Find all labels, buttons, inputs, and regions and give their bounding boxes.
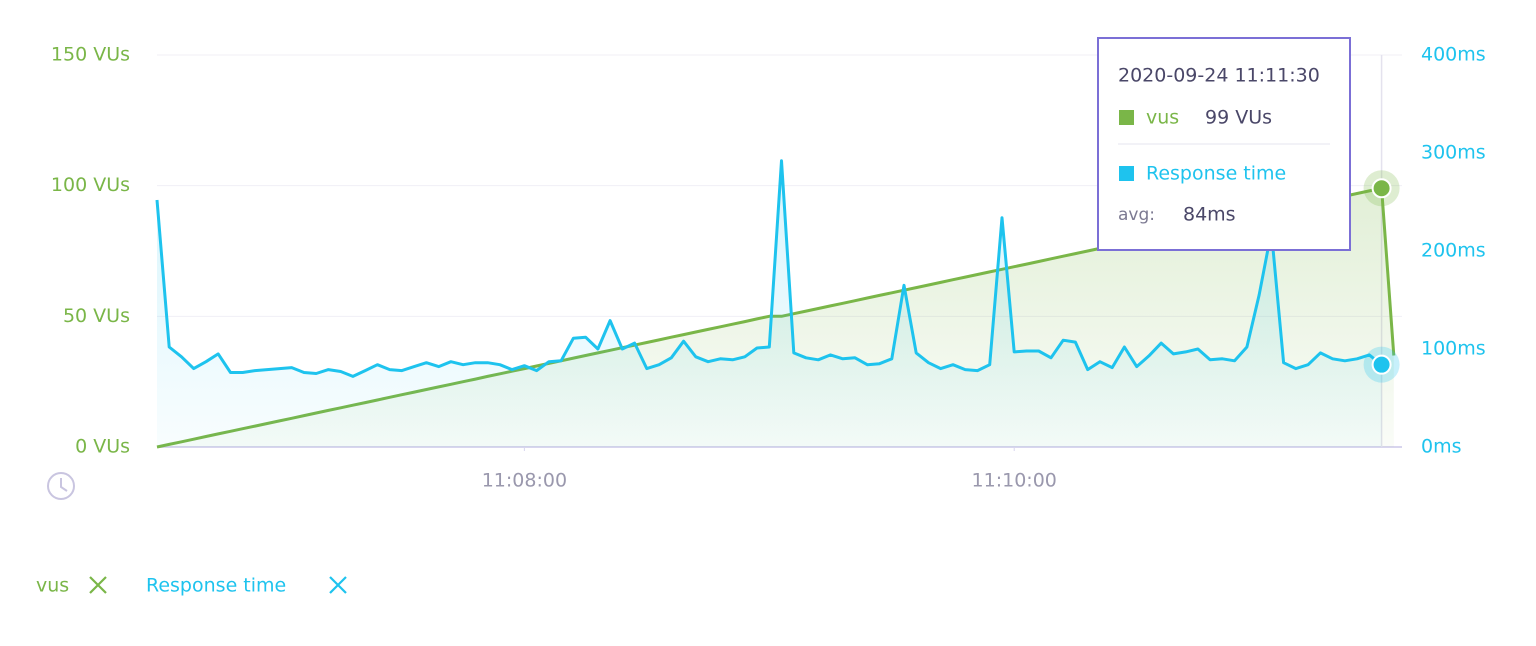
tooltip-stat: avg:	[1118, 205, 1155, 225]
legend-remove[interactable]	[329, 576, 347, 594]
legend-remove[interactable]	[89, 576, 107, 594]
tooltip: 2020-09-24 11:11:30 vus 99 VUs Response …	[1097, 37, 1351, 251]
hover-point	[1371, 178, 1392, 199]
y2-tick-label: 400ms	[1421, 44, 1486, 66]
y2-tick-label: 300ms	[1421, 142, 1486, 164]
y-tick-label: 150 VUs	[51, 44, 130, 66]
y-tick-label: 0 VUs	[75, 436, 130, 458]
series-area	[157, 160, 1382, 448]
y2-tick-label: 0ms	[1421, 436, 1462, 458]
legend: vus Response time	[36, 575, 347, 597]
tooltip-title: 2020-09-24 11:11:30	[1118, 65, 1320, 87]
hover-point	[1371, 354, 1392, 375]
tooltip-swatch	[1119, 166, 1134, 181]
tooltip-value: 99 VUs	[1205, 107, 1272, 129]
tooltip-value: 84ms	[1183, 204, 1236, 226]
clock-icon	[47, 472, 75, 500]
y2-tick-label: 100ms	[1421, 338, 1486, 360]
y2-tick-label: 200ms	[1421, 240, 1486, 262]
y-tick-label: 100 VUs	[51, 174, 130, 196]
tooltip-series: vus	[1146, 107, 1179, 129]
x-tick-label: 11:08:00	[482, 470, 567, 492]
axis-labels: 0 VUs 50 VUs 100 VUs 150 VUs 0ms 100ms 200ms 30…	[51, 44, 1486, 492]
x-tick-label: 11:10:00	[972, 470, 1057, 492]
plot	[155, 159, 1400, 449]
tooltip-swatch	[1119, 110, 1134, 125]
series-line	[155, 159, 1383, 378]
legend-label[interactable]: Response time	[146, 575, 286, 597]
y-tick-label: 50 VUs	[63, 305, 130, 327]
tooltip-series: Response time	[1146, 163, 1286, 185]
legend-label[interactable]: vus	[36, 575, 69, 597]
